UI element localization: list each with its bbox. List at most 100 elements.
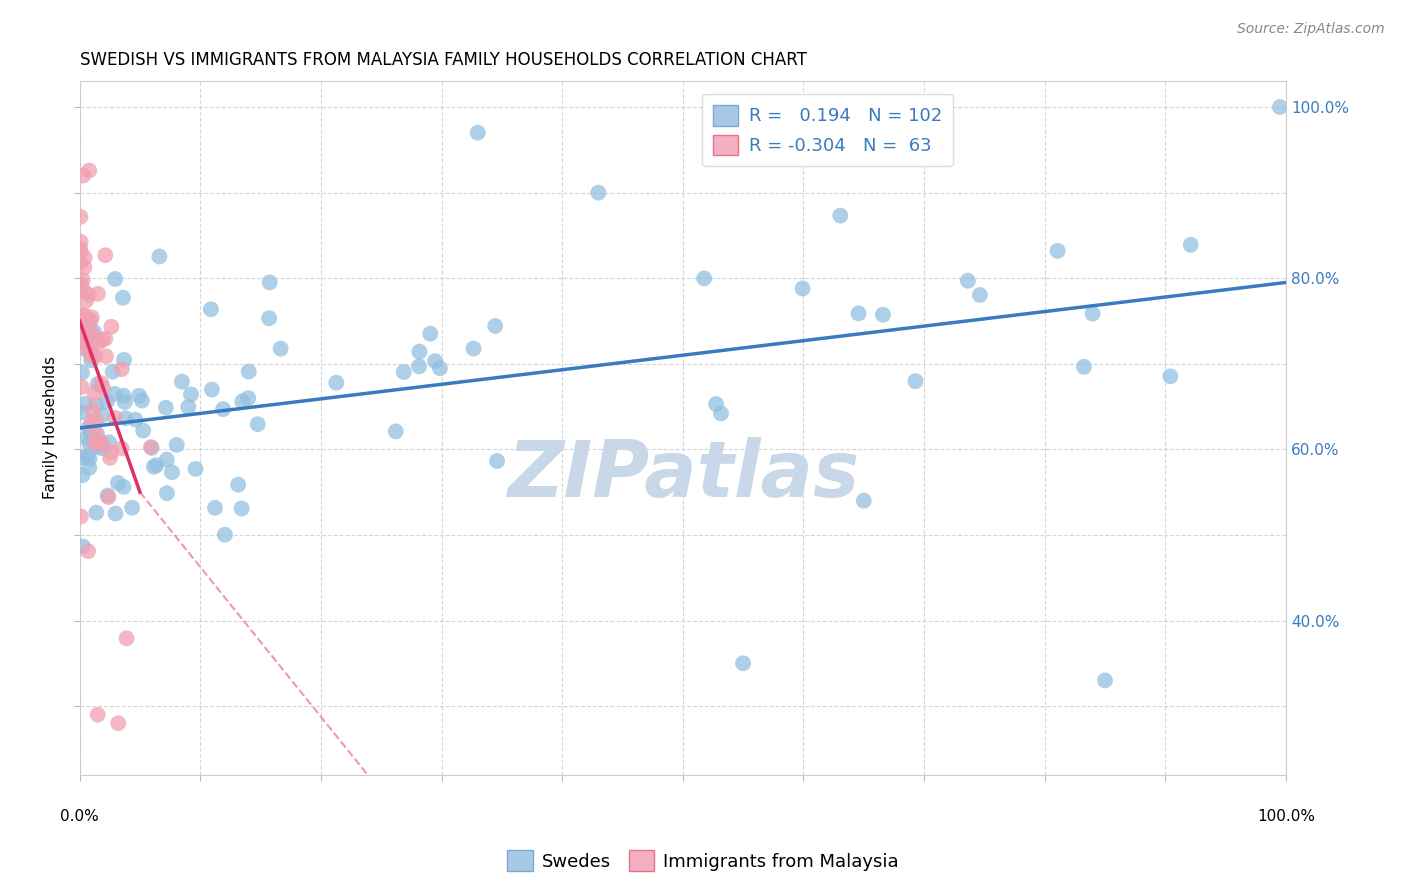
Y-axis label: Family Households: Family Households (44, 357, 58, 500)
Point (112, 389, 135, 403)
Text: SWEDISH VS IMMIGRANTS FROM MALAYSIA FAMILY HOUSEHOLDS CORRELATION CHART: SWEDISH VS IMMIGRANTS FROM MALAYSIA FAMI… (80, 51, 807, 69)
Point (226, 477, 249, 491)
Point (82, 403, 104, 417)
Point (73, 260, 96, 275)
Point (852, 493, 875, 508)
Point (184, 462, 207, 476)
Point (155, 401, 177, 415)
Legend: R =   0.194   N = 102, R = -0.304   N =  63: R = 0.194 N = 102, R = -0.304 N = 63 (702, 94, 953, 166)
Point (246, 417, 269, 431)
Point (214, 528, 236, 542)
Point (70, 509, 93, 524)
Point (69, 210, 91, 224)
Point (70, 309, 93, 323)
Point (132, 424, 155, 438)
Point (80, 353, 103, 368)
Point (384, 425, 406, 439)
Point (166, 438, 188, 452)
Point (89, 434, 111, 448)
Point (72, 332, 94, 346)
Point (1094, 673, 1116, 688)
Point (484, 318, 506, 333)
Point (83, 386, 105, 401)
Point (75, 293, 97, 308)
Point (77, 420, 100, 434)
Point (104, 272, 127, 286)
Point (69, 235, 91, 249)
Point (69, 280, 91, 294)
Point (70, 310, 93, 324)
Point (79, 314, 101, 328)
Point (72, 273, 94, 287)
Point (111, 362, 134, 376)
Point (79, 460, 101, 475)
Point (201, 383, 224, 397)
Point (467, 126, 489, 140)
Point (969, 288, 991, 302)
Point (115, 632, 138, 646)
Point (104, 507, 127, 521)
Point (79, 425, 101, 440)
Point (77, 288, 100, 302)
Point (112, 352, 135, 367)
Point (69, 244, 91, 259)
Point (693, 271, 716, 285)
Point (76, 327, 98, 342)
Point (80, 310, 103, 325)
Point (104, 411, 127, 425)
Point (91, 380, 114, 394)
Point (84, 398, 107, 412)
Point (429, 361, 451, 376)
Point (872, 308, 894, 322)
Point (84, 437, 107, 451)
Point (107, 716, 129, 731)
Point (156, 486, 179, 500)
Point (94, 349, 117, 363)
Point (76, 321, 98, 335)
Point (212, 402, 235, 417)
Point (848, 306, 870, 320)
Text: ZIPatlas: ZIPatlas (506, 437, 859, 513)
Point (79, 451, 101, 466)
Point (70, 450, 93, 465)
Point (139, 440, 162, 454)
Point (84, 349, 107, 363)
Point (704, 397, 727, 411)
Point (75, 343, 97, 357)
Point (904, 374, 927, 388)
Point (72, 468, 94, 483)
Point (73, 285, 96, 299)
Point (91, 408, 114, 422)
Point (733, 657, 755, 671)
Point (70, 405, 93, 419)
Point (231, 501, 253, 516)
Point (1073, 359, 1095, 374)
Point (90, 376, 112, 391)
Point (238, 365, 260, 379)
Point (91, 333, 114, 347)
Point (204, 500, 226, 515)
Point (70, 313, 93, 327)
Point (84, 413, 107, 427)
Point (76, 333, 98, 347)
Point (69, 242, 91, 256)
Point (259, 276, 281, 290)
Point (73, 335, 96, 350)
Point (710, 406, 733, 420)
Point (1159, 369, 1181, 384)
Point (100, 319, 122, 334)
Point (170, 375, 193, 389)
Point (486, 454, 509, 468)
Point (956, 274, 979, 288)
Point (112, 480, 135, 494)
Point (86, 376, 108, 391)
Point (76, 431, 98, 445)
Point (1046, 244, 1069, 258)
Point (103, 386, 125, 401)
Point (98, 435, 121, 450)
Point (257, 311, 280, 326)
Point (124, 412, 146, 426)
Point (1268, 100, 1291, 114)
Point (98, 450, 121, 465)
Point (408, 344, 430, 359)
